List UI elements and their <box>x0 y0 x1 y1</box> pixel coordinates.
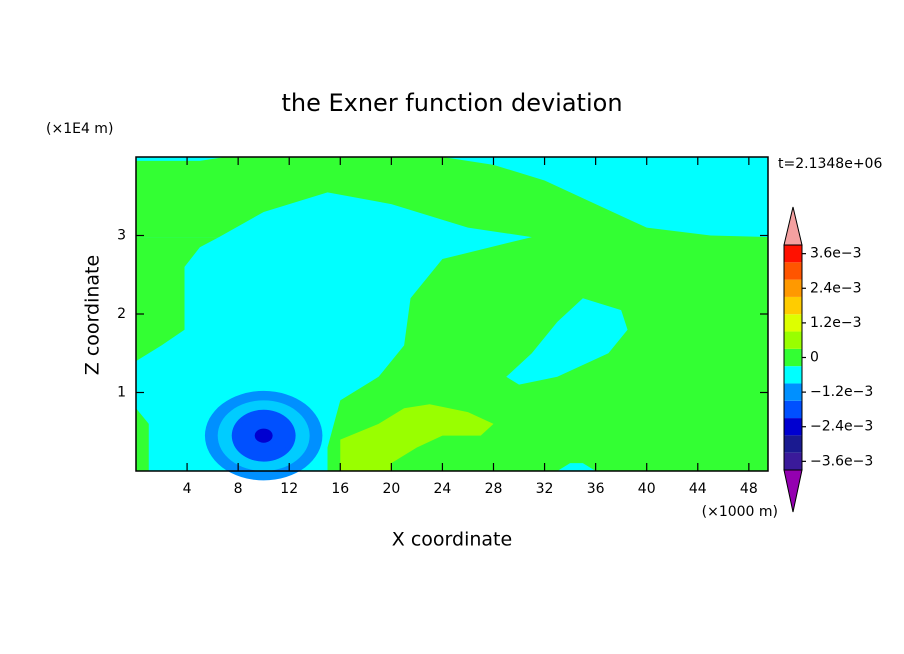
contour-region <box>340 404 494 471</box>
x-tick-label: 16 <box>331 481 349 497</box>
colorbar-band <box>784 279 802 297</box>
y-tick-label: 1 <box>117 385 126 401</box>
contour-region <box>254 428 273 443</box>
colorbar-band <box>784 348 802 367</box>
colorbar-tick-label: 2.4e−3 <box>810 280 862 296</box>
colorbar-tick-label: 0 <box>810 350 819 366</box>
colorbar-tick-label: −3.6e−3 <box>810 453 873 469</box>
colorbar-band <box>784 314 802 332</box>
x-tick-label: 44 <box>689 481 707 497</box>
y-axis-label: Z coordinate <box>82 255 104 375</box>
x-tick-label: 8 <box>234 481 243 497</box>
colorbar-band <box>784 296 802 315</box>
colorbar-tick-label: 3.6e−3 <box>810 246 862 262</box>
contour-region <box>442 157 768 238</box>
x-tick-label: 12 <box>280 481 298 497</box>
contour-region <box>136 237 219 362</box>
x-axis-label: X coordinate <box>392 529 512 551</box>
x-unit: (×1000 m) <box>702 504 778 520</box>
colorbar-band <box>784 383 802 401</box>
x-tick-label: 4 <box>183 481 192 497</box>
x-tick-label: 20 <box>382 481 400 497</box>
x-tick-label: 36 <box>587 481 605 497</box>
colorbar-band <box>784 331 802 349</box>
contour-region <box>136 157 226 161</box>
colorbar-band <box>784 245 802 263</box>
colorbar-band <box>784 452 802 470</box>
colorbar-tick-label: −2.4e−3 <box>810 419 873 435</box>
y-tick-label: 3 <box>117 228 126 244</box>
x-tick-label: 32 <box>536 481 554 497</box>
contour-region <box>506 298 628 385</box>
y-tick-label: 2 <box>117 306 126 322</box>
colorbar-band <box>784 400 802 419</box>
y-unit: (×1E4 m) <box>46 121 113 137</box>
x-tick-label: 28 <box>485 481 503 497</box>
colorbar-extend <box>783 469 803 513</box>
annotation: t=2.1348e+06 <box>778 156 882 172</box>
colorbar-tick-label: −1.2e−3 <box>810 384 873 400</box>
colorbar-band <box>784 418 802 436</box>
colorbar-band <box>784 435 802 453</box>
chart-title: the Exner function deviation <box>281 89 622 117</box>
colorbar-band <box>784 262 802 280</box>
colorbar-tick-label: 1.2e−3 <box>810 315 862 331</box>
colorbar-extend <box>783 206 803 246</box>
x-tick-label: 40 <box>638 481 656 497</box>
x-tick-label: 24 <box>434 481 452 497</box>
x-tick-label: 48 <box>740 481 758 497</box>
contour-region <box>557 463 596 471</box>
colorbar-band <box>784 366 802 384</box>
